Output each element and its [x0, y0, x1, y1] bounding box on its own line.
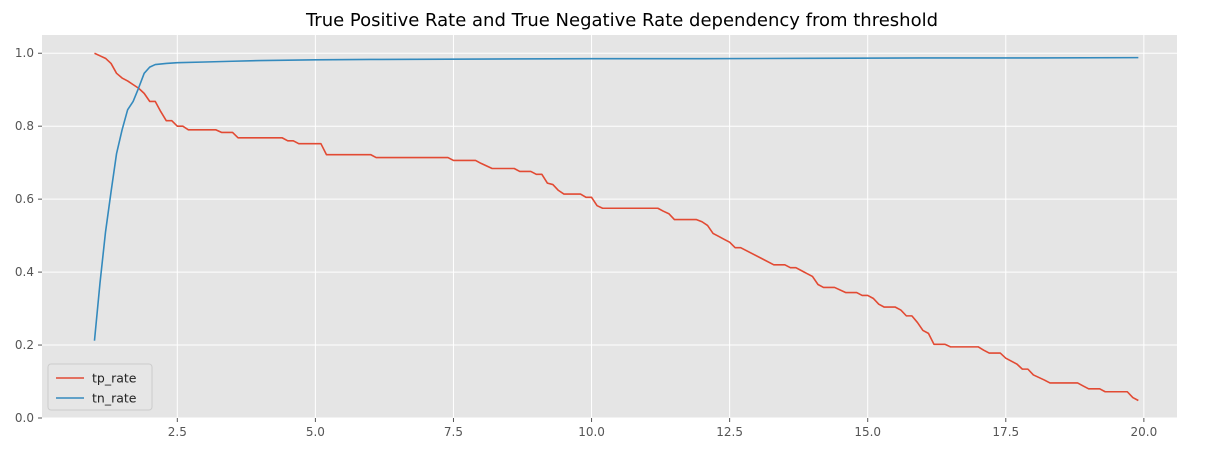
x-tick-label: 12.5 [716, 425, 743, 439]
legend-label-tp-rate: tp_rate [92, 371, 137, 386]
x-tick-label: 17.5 [992, 425, 1019, 439]
y-tick-label: 1.0 [15, 46, 34, 60]
y-tick-label: 0.0 [15, 411, 34, 425]
grid-lines [42, 35, 1177, 419]
x-tick-label: 15.0 [854, 425, 881, 439]
y-tick-label: 0.8 [15, 119, 34, 133]
plot-area [42, 35, 1177, 418]
x-axis-ticks: 2.5 5.0 7.5 10.0 12.5 15.0 17.5 20.0 [168, 418, 1157, 439]
series-line-tp-rate [94, 52, 1139, 402]
y-tick-label: 0.6 [15, 192, 34, 206]
x-tick-label: 7.5 [444, 425, 463, 439]
x-tick-label: 2.5 [168, 425, 187, 439]
y-tick-label: 0.4 [15, 265, 34, 279]
series-lines [93, 52, 1139, 402]
x-tick-label: 5.0 [306, 425, 325, 439]
chart-title: True Positive Rate and True Negative Rat… [305, 10, 938, 31]
x-tick-label: 10.0 [578, 425, 605, 439]
legend-label-tn-rate: tn_rate [92, 391, 137, 406]
x-tick-label: 20.0 [1131, 425, 1158, 439]
legend: tp_rate tn_rate [47, 363, 153, 411]
y-tick-label: 0.2 [15, 338, 34, 352]
series-line-tn-rate [93, 56, 1139, 341]
y-axis-ticks: 0.0 0.2 0.4 0.6 0.8 1.0 [15, 46, 42, 425]
